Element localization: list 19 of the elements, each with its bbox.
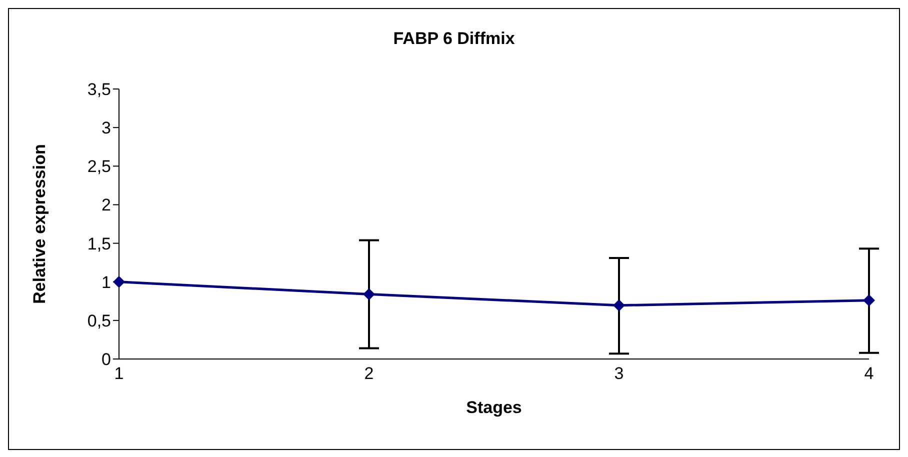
y-tick-label: 1,5 — [87, 234, 111, 254]
y-tick-label: 3 — [102, 118, 111, 138]
y-tick-label: 1 — [102, 272, 111, 292]
y-tick-label: 0 — [102, 350, 111, 370]
x-tick-label: 1 — [114, 364, 124, 384]
chart-title: FABP 6 Diffmix — [392, 29, 516, 49]
y-tick-label: 2 — [102, 196, 111, 215]
point — [863, 294, 875, 306]
x-tick-label: 3 — [614, 364, 624, 384]
x-tick-label: 2 — [364, 364, 374, 384]
point — [113, 276, 125, 288]
point — [363, 288, 375, 300]
point — [613, 299, 625, 312]
y-tick-label: 3,5 — [87, 80, 111, 100]
y-tick-label: 2,5 — [87, 157, 111, 176]
y-tick-label: 0,5 — [87, 311, 111, 330]
x-axis-title: Stages — [466, 398, 522, 417]
y-axis-title: Relative expression — [30, 144, 50, 304]
x-tick-label: 4 — [864, 364, 874, 384]
